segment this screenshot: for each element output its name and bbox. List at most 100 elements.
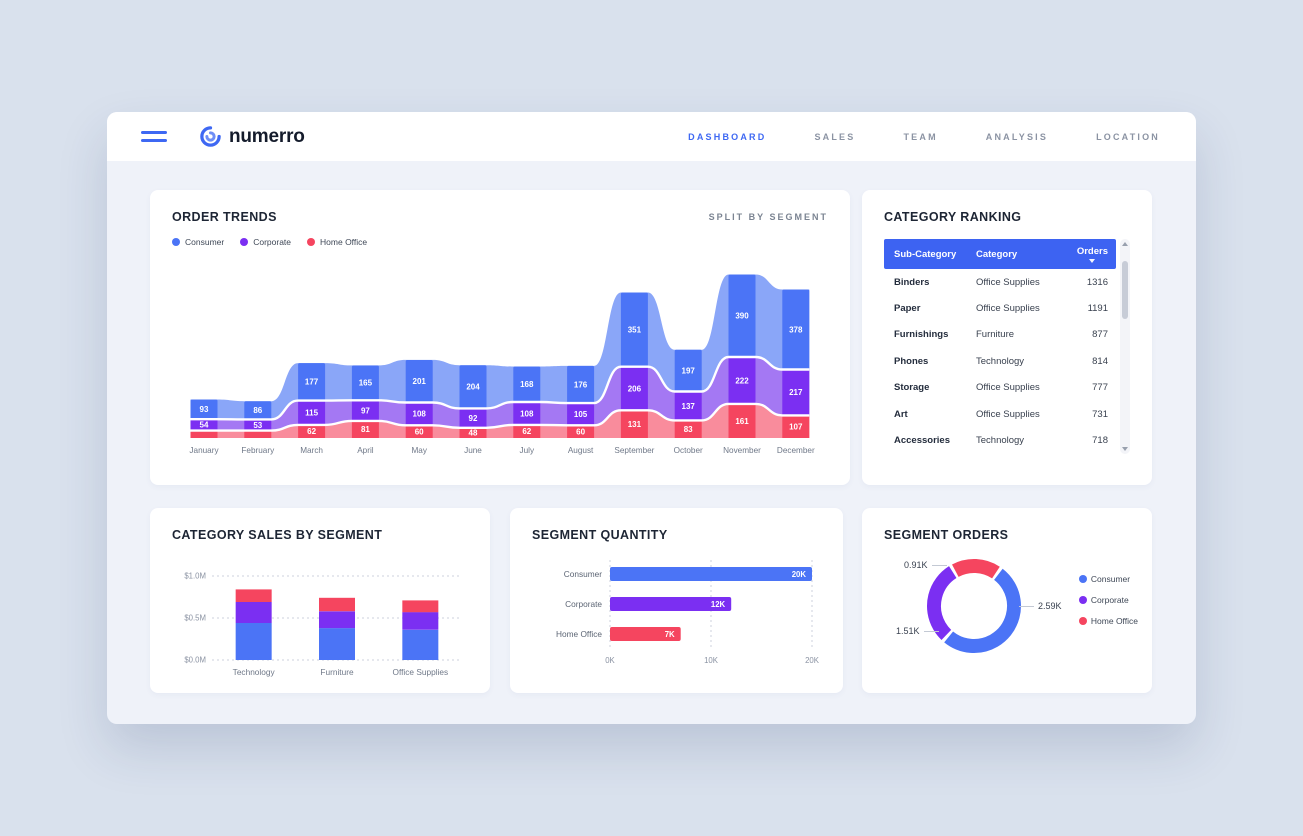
legend-item-home-office[interactable]: Home Office	[1078, 616, 1138, 626]
segment-orders-chart[interactable]	[899, 531, 1049, 681]
legend-item-consumer[interactable]: Consumer	[1078, 574, 1138, 584]
nav-item-team[interactable]: TEAM	[903, 131, 938, 142]
bar-home-office[interactable]	[674, 420, 702, 438]
table-row[interactable]: Storage Office Supplies 777	[884, 375, 1116, 401]
bar-corporate[interactable]	[610, 597, 732, 611]
stack-segment-consumer[interactable]	[402, 629, 439, 660]
cell-subcategory: Binders	[894, 276, 930, 288]
bar-home-office[interactable]	[782, 415, 810, 438]
menu-icon[interactable]	[141, 126, 167, 147]
bar-consumer[interactable]	[782, 289, 810, 370]
bar-corporate[interactable]	[728, 356, 756, 404]
nav-item-location[interactable]: LOCATION	[1096, 131, 1160, 142]
category-label: Consumer	[564, 569, 603, 579]
separator-line	[190, 355, 810, 421]
legend-item-corporate[interactable]: Corporate	[1078, 595, 1138, 605]
bar-corporate[interactable]	[244, 419, 272, 431]
legend-item-home-office[interactable]: Home Office	[307, 237, 367, 247]
bar-home-office[interactable]	[405, 425, 433, 438]
value-label: 201	[413, 377, 427, 386]
bar-home-office[interactable]	[728, 403, 756, 438]
legend-item-corporate[interactable]: Corporate	[240, 237, 291, 247]
leader-line	[1019, 605, 1034, 607]
bar-consumer[interactable]	[513, 366, 541, 403]
donut-slice-consumer[interactable]	[919, 551, 1028, 660]
bar-home-office[interactable]	[610, 627, 681, 641]
table-row[interactable]: Accessories Technology 718	[884, 427, 1116, 453]
value-label: 351	[628, 325, 642, 334]
stack-segment-corporate[interactable]	[402, 612, 439, 630]
bar-consumer[interactable]	[351, 365, 379, 401]
bar-corporate[interactable]	[298, 400, 326, 425]
table-row[interactable]: Paper Office Supplies 1191	[884, 295, 1116, 321]
stack-segment-home-office[interactable]	[319, 597, 355, 612]
nav-item-sales[interactable]: SALES	[814, 131, 856, 142]
scroll-down-icon[interactable]	[1122, 447, 1128, 451]
bar-home-office[interactable]	[244, 430, 272, 438]
category-sales-chart[interactable]: $0.0M $0.5M $1.0M Technology Furniture Office…	[172, 548, 468, 693]
bar-home-office[interactable]	[351, 420, 379, 438]
bar-corporate[interactable]	[620, 366, 648, 411]
bar-home-office[interactable]	[513, 424, 541, 438]
bar-consumer[interactable]	[298, 363, 326, 401]
bar-corporate[interactable]	[405, 402, 433, 426]
legend-dot	[307, 238, 316, 246]
header-subcategory[interactable]: Sub-Category	[894, 248, 957, 260]
bar-consumer[interactable]	[244, 401, 272, 420]
bar-consumer[interactable]	[459, 365, 487, 409]
nav-item-analysis[interactable]: ANALYSIS	[985, 131, 1049, 142]
app-header: numerro DASHBOARD SALES TEAM ANALYSIS LOCATI…	[107, 112, 1196, 161]
bar-consumer[interactable]	[674, 349, 702, 392]
legend-label: Consumer	[1090, 574, 1131, 584]
cell-subcategory: Furnishings	[894, 329, 949, 341]
stack-segment-home-office[interactable]	[402, 600, 439, 613]
scrollbar-thumb[interactable]	[1122, 261, 1128, 319]
bar-home-office[interactable]	[459, 427, 487, 438]
stack-segment-corporate[interactable]	[319, 611, 355, 629]
cell-orders: 1316	[1086, 276, 1108, 288]
scrollbar[interactable]	[1120, 239, 1130, 454]
header-orders[interactable]: Orders	[1068, 246, 1116, 263]
table-header[interactable]: Sub-Category Category Orders	[884, 239, 1116, 269]
bar-corporate[interactable]	[351, 400, 379, 421]
bar-consumer[interactable]	[728, 274, 756, 357]
stack-segment-consumer[interactable]	[319, 628, 355, 660]
legend-dot	[240, 238, 249, 246]
table-row[interactable]: Furnishings Furniture 877	[884, 322, 1116, 348]
value-label: 131	[628, 420, 642, 429]
stack-segment-consumer[interactable]	[235, 623, 272, 660]
bar-consumer[interactable]	[620, 292, 648, 367]
x-tick-label: 0K	[605, 656, 615, 665]
bar-corporate[interactable]	[567, 403, 595, 426]
table-row[interactable]: Binders Office Supplies 1316	[884, 269, 1116, 295]
table-row[interactable]: Phones Technology 814	[884, 348, 1116, 374]
bar-corporate[interactable]	[190, 419, 218, 431]
bar-consumer[interactable]	[190, 399, 218, 420]
bar-corporate[interactable]	[674, 391, 702, 421]
stack-segment-corporate[interactable]	[235, 602, 272, 623]
header-category[interactable]: Category	[976, 248, 1018, 260]
stack-segment-home-office[interactable]	[235, 589, 272, 602]
bar-corporate[interactable]	[513, 402, 541, 425]
segment-quantity-chart[interactable]: 0K 10K 20K Consumer 20K Corporate 12K Home Offi…	[532, 548, 821, 693]
cell-subcategory: Art	[894, 408, 908, 420]
scroll-up-icon[interactable]	[1122, 242, 1128, 246]
bar-consumer[interactable]	[567, 365, 595, 404]
nav-item-dashboard[interactable]: DASHBOARD	[688, 131, 767, 142]
table-row[interactable]: Art Office Supplies 731	[884, 401, 1116, 427]
bar-home-office[interactable]	[298, 424, 326, 438]
separator-line	[190, 402, 810, 432]
donut-slice-corporate[interactable]	[919, 551, 1028, 660]
bar-corporate[interactable]	[459, 408, 487, 428]
order-trends-chart[interactable]: 93 54 86 53 177 115 62 165 97 81 201 108 60 204 92 48 16…	[172, 253, 828, 458]
bar-consumer[interactable]	[610, 567, 812, 581]
bar-home-office[interactable]	[190, 430, 218, 438]
brand-logo[interactable]: numerro	[199, 125, 305, 148]
bar-corporate[interactable]	[782, 369, 810, 416]
bar-home-office[interactable]	[620, 410, 648, 438]
value-label: 92	[469, 414, 478, 423]
legend-item-consumer[interactable]: Consumer	[172, 237, 224, 247]
bar-home-office[interactable]	[567, 425, 595, 438]
bar-consumer[interactable]	[405, 359, 433, 403]
sort-icon	[1089, 258, 1096, 263]
